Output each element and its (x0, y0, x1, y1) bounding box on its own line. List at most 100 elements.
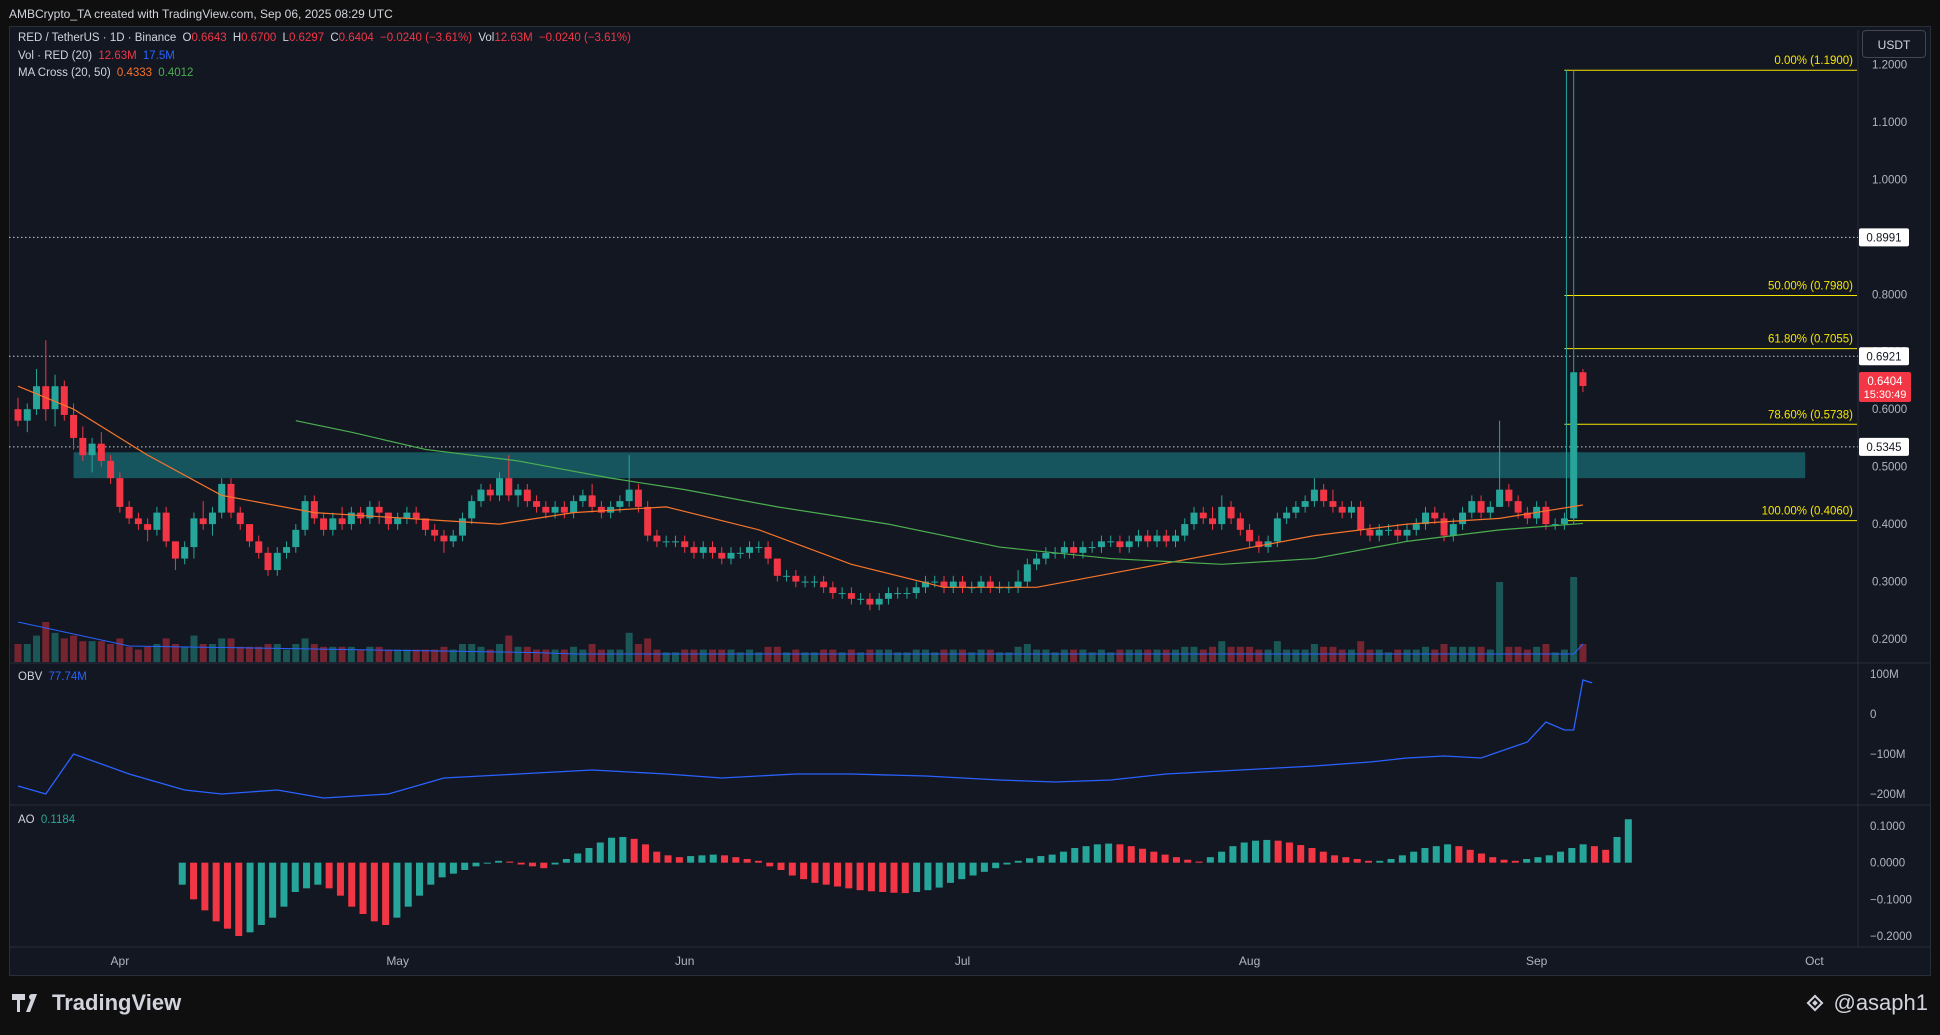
vol-change-value: −0.0240 (−3.61%) (538, 32, 631, 44)
volume-bar (329, 646, 337, 662)
candle-body (1255, 541, 1263, 548)
volume-bar (940, 649, 948, 662)
ao-bar (1557, 851, 1565, 863)
candle-body (1236, 518, 1244, 530)
volume-bar (903, 652, 911, 662)
candle-body (829, 587, 837, 594)
candle-body (162, 512, 170, 542)
volume-bar (1338, 649, 1346, 662)
volume-bar (1134, 649, 1142, 662)
candle-body (1514, 501, 1522, 513)
ao-bar (1071, 848, 1079, 863)
volume-bar (560, 649, 568, 662)
ao-bar (551, 862, 559, 865)
ao-bar (201, 862, 209, 911)
ao-bar (608, 837, 616, 863)
volume-bar (227, 638, 235, 662)
fib-level-label: 100.00% (0.4060) (1762, 506, 1854, 518)
ao-bar (190, 862, 198, 900)
ao-bar (1240, 842, 1248, 863)
obv-label[interactable]: OBV (18, 671, 43, 683)
candle-body (1431, 512, 1439, 519)
candle-body (1134, 535, 1142, 542)
ao-bar (325, 862, 333, 889)
ao-bar (585, 848, 593, 863)
candle-body (403, 512, 411, 519)
volume-bar (1070, 649, 1078, 662)
volume-bar (1375, 649, 1383, 662)
open-key: O (182, 32, 192, 44)
candle-body (1440, 518, 1448, 536)
candle-body (718, 552, 726, 559)
volume-bar (699, 649, 707, 662)
candle-body (1542, 506, 1550, 525)
candle-body (1088, 547, 1096, 549)
currency-button[interactable]: USDT (1862, 30, 1926, 58)
support-zone (73, 452, 1806, 479)
volume-bar (514, 646, 522, 662)
candle-body (310, 501, 318, 519)
candle-body (1384, 529, 1392, 531)
ao-bar (1511, 860, 1519, 863)
ao-bar (1127, 846, 1135, 863)
volume-bar (986, 649, 994, 662)
candle-body (949, 581, 957, 588)
volume-bar (236, 646, 244, 662)
ao-bar (495, 860, 503, 863)
time-tick-label: Apr (111, 954, 130, 968)
volume-bar (60, 638, 68, 662)
ao-bar (235, 862, 243, 936)
candle-body (60, 386, 68, 415)
volume-indicator-value: 12.63M (98, 50, 137, 62)
candle-body (931, 581, 939, 583)
candle-body (329, 518, 337, 530)
tradingview-logo[interactable]: TradingView (12, 990, 181, 1016)
candle-body (912, 587, 920, 594)
ao-bar (811, 862, 819, 883)
time-tick-label: Sep (1526, 954, 1548, 968)
ao-bar (1455, 846, 1463, 863)
ao-bar (653, 851, 661, 863)
candle-body (1292, 506, 1300, 513)
volume-bar (746, 649, 754, 662)
obv-value: 77.74M (48, 671, 87, 683)
candle-body (394, 518, 402, 525)
ao-bar (1252, 840, 1260, 863)
candle-body (366, 506, 374, 519)
symbol-label[interactable]: RED / TetherUS · 1D · Binance (18, 32, 177, 44)
author-badge: @asaph1 (1803, 990, 1928, 1016)
volume-bar (42, 622, 50, 662)
ma-cross-label[interactable]: MA Cross (20, 50) (18, 67, 111, 79)
candle-body (79, 437, 87, 456)
volume-indicator-label[interactable]: Vol · RED (20) (18, 50, 93, 62)
ao-bar (867, 862, 875, 892)
candle-body (1347, 506, 1355, 513)
volume-bar (33, 635, 41, 662)
ao-bar (212, 862, 220, 922)
volume-bar (755, 652, 763, 662)
candle-body (468, 501, 476, 519)
ao-bar (1263, 839, 1271, 863)
volume-bar (347, 646, 355, 662)
candle-body (551, 506, 559, 513)
volume-bar (366, 646, 374, 662)
level-label-bg (1859, 228, 1909, 247)
ao-label[interactable]: AO (18, 814, 35, 826)
candle-body (1579, 372, 1587, 386)
volume-bar (829, 649, 837, 662)
ao-bar (743, 859, 751, 863)
candle-body (477, 489, 485, 502)
volume-bar (394, 649, 402, 662)
candle-body (1190, 512, 1198, 525)
volume-bar (181, 646, 189, 662)
volume-bar (320, 646, 328, 662)
candle-body (218, 483, 226, 513)
volume-bar (264, 644, 272, 662)
volume-bar (449, 649, 457, 662)
ao-bar (528, 862, 536, 867)
volume-bar (375, 646, 383, 662)
candle-body (1116, 541, 1124, 548)
candle-body (347, 512, 355, 525)
ma50-value: 0.4012 (158, 67, 194, 79)
